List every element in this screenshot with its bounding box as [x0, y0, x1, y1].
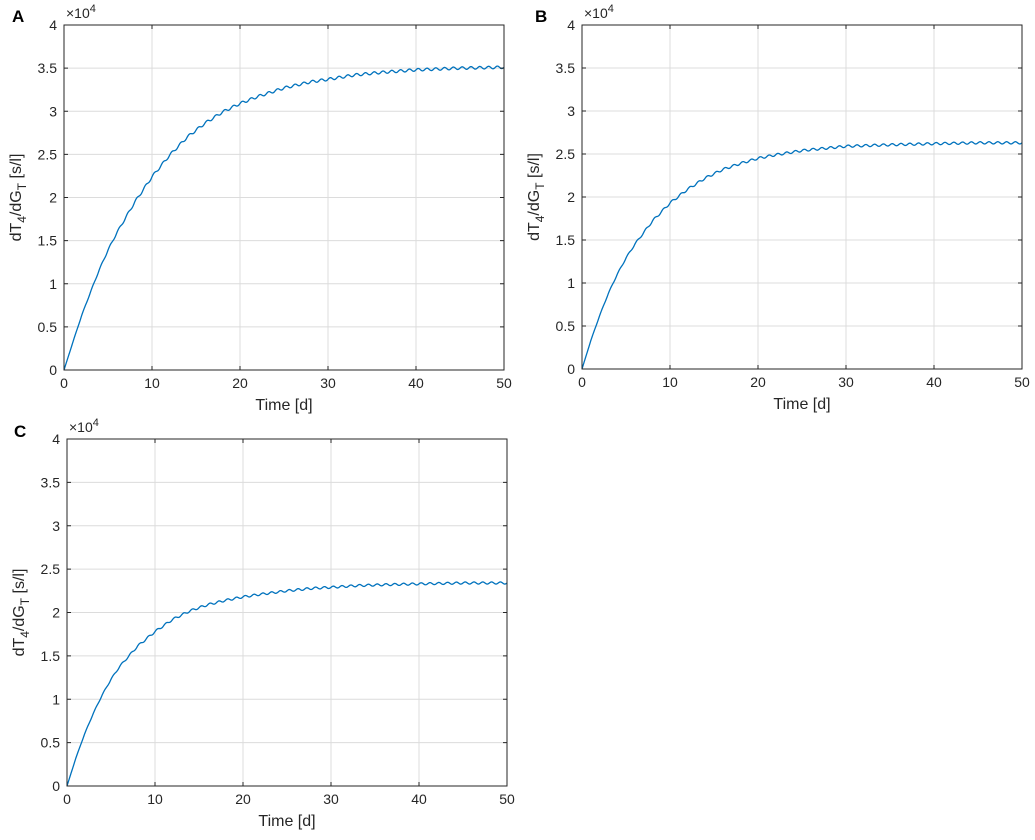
- y-label-text: dT: [8, 223, 25, 242]
- y-tick-label: 4: [52, 431, 60, 447]
- y-label-subscript: 4: [15, 216, 29, 223]
- x-tick-label: 20: [235, 791, 251, 807]
- y-tick-label: 3.5: [38, 60, 58, 76]
- exponent-base: ×10: [66, 5, 90, 21]
- x-axis-label: Time [d]: [258, 813, 315, 830]
- y-tick-label: 2.5: [556, 146, 576, 162]
- x-tick-label: 30: [323, 791, 339, 807]
- y-axis-label: dT4/dGT [s/l]: [11, 569, 32, 657]
- y-tick-label: 3: [567, 103, 575, 119]
- y-tick-label: 3.5: [41, 474, 61, 490]
- x-tick-label: 40: [408, 375, 424, 391]
- x-tick-label: 40: [411, 791, 427, 807]
- y-tick-label: 0.5: [556, 318, 576, 334]
- x-tick-label: 50: [499, 791, 515, 807]
- series-line: [63, 65, 505, 371]
- y-exponent-label: ×104: [69, 417, 99, 435]
- y-tick-label: 3: [52, 518, 60, 534]
- y-label-text: /dG: [8, 190, 25, 216]
- x-tick-label: 0: [63, 791, 71, 807]
- y-label-subscript: T: [533, 182, 547, 190]
- series-line: [66, 581, 508, 787]
- y-tick-label: 1: [52, 691, 60, 707]
- exponent-power: 4: [608, 3, 614, 15]
- x-tick-label: 0: [578, 374, 586, 390]
- y-tick-label: 0: [49, 362, 57, 378]
- y-tick-label: 0.5: [38, 319, 58, 335]
- x-tick-label: 10: [662, 374, 678, 390]
- y-tick-label: 2.5: [41, 561, 61, 577]
- y-label-text: /dG: [526, 190, 543, 216]
- panel-letter: C: [14, 422, 26, 441]
- exponent-power: 4: [93, 417, 99, 429]
- y-axis-label: dT4/dGT [s/l]: [526, 153, 547, 241]
- x-tick-label: 50: [1014, 374, 1030, 390]
- y-tick-label: 1.5: [556, 232, 576, 248]
- y-label-text: dT: [526, 222, 543, 241]
- y-tick-label: 1: [567, 275, 575, 291]
- y-label-text: [s/l]: [526, 153, 543, 182]
- y-tick-label: 2.5: [38, 146, 58, 162]
- y-label-text: /dG: [11, 605, 28, 631]
- x-tick-label: 0: [60, 375, 68, 391]
- x-tick-label: 20: [750, 374, 766, 390]
- x-tick-label: 30: [320, 375, 336, 391]
- y-tick-label: 1.5: [38, 233, 58, 249]
- y-tick-label: 4: [567, 17, 575, 33]
- y-axis-label: dT4/dGT [s/l]: [8, 154, 29, 242]
- y-exponent-label: ×104: [584, 3, 614, 21]
- y-tick-label: 3.5: [556, 60, 576, 76]
- y-tick-label: 2: [49, 190, 57, 206]
- x-axis-label: Time [d]: [255, 397, 312, 414]
- y-label-text: [s/l]: [8, 154, 25, 183]
- x-tick-label: 20: [232, 375, 248, 391]
- x-tick-label: 10: [147, 791, 163, 807]
- y-label-text: [s/l]: [11, 569, 28, 598]
- y-label-subscript: 4: [533, 215, 547, 222]
- y-label-subscript: T: [15, 182, 29, 190]
- y-tick-label: 4: [49, 17, 57, 33]
- y-tick-label: 2: [567, 189, 575, 205]
- y-tick-label: 0.5: [41, 735, 61, 751]
- x-tick-label: 40: [926, 374, 942, 390]
- x-tick-label: 30: [838, 374, 854, 390]
- x-tick-label: 50: [496, 375, 512, 391]
- y-tick-label: 2: [52, 605, 60, 621]
- y-tick-label: 0: [52, 778, 60, 794]
- y-tick-label: 1: [49, 276, 57, 292]
- y-label-subscript: T: [18, 597, 32, 605]
- exponent-power: 4: [90, 3, 96, 15]
- series-line: [581, 141, 1023, 370]
- y-tick-label: 1.5: [41, 648, 61, 664]
- exponent-base: ×10: [69, 419, 93, 435]
- exponent-base: ×10: [584, 5, 608, 21]
- x-axis-label: Time [d]: [773, 396, 830, 413]
- y-tick-label: 3: [49, 103, 57, 119]
- panel-letter: B: [535, 7, 547, 26]
- y-label-text: dT: [11, 638, 28, 657]
- y-tick-label: 0: [567, 361, 575, 377]
- y-label-subscript: 4: [18, 631, 32, 638]
- panel-letter: A: [12, 7, 24, 26]
- x-tick-label: 10: [144, 375, 160, 391]
- y-exponent-label: ×104: [66, 3, 96, 21]
